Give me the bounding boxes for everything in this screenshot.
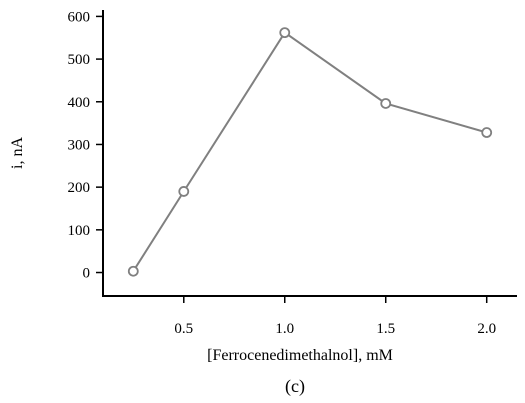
y-ticks: 0 100 200 300 400 500 600 — [68, 9, 103, 282]
x-tick-label: 0.5 — [174, 321, 193, 337]
y-tick-label: 500 — [68, 52, 91, 68]
x-tick-label: 2.0 — [477, 321, 496, 337]
data-point — [279, 27, 291, 39]
data-points — [127, 27, 493, 277]
data-point — [380, 98, 392, 109]
data-point — [481, 127, 493, 138]
y-tick-label: 600 — [68, 9, 91, 25]
y-axis-label: i, nA — [9, 137, 26, 169]
data-point — [178, 186, 190, 197]
y-tick-label: 0 — [83, 266, 91, 282]
x-tick-label: 1.5 — [376, 321, 395, 337]
series-line — [132, 31, 487, 272]
y-tick-label: 100 — [68, 223, 91, 239]
y-tick-label: 300 — [68, 137, 91, 153]
x-tick-label: 1.0 — [275, 321, 294, 337]
y-tick-label: 400 — [68, 95, 91, 111]
figure-caption: (c) — [285, 376, 305, 397]
x-ticks: 0.5 1.0 1.5 2.0 — [174, 296, 496, 337]
x-axis-label: [Ferrocenedimethalnol], mM — [207, 347, 393, 364]
plot-area: 0 100 200 300 400 500 600 0.5 1.0 1.5 2.0 — [68, 9, 517, 337]
y-tick-label: 200 — [68, 180, 91, 196]
data-point — [127, 265, 139, 277]
